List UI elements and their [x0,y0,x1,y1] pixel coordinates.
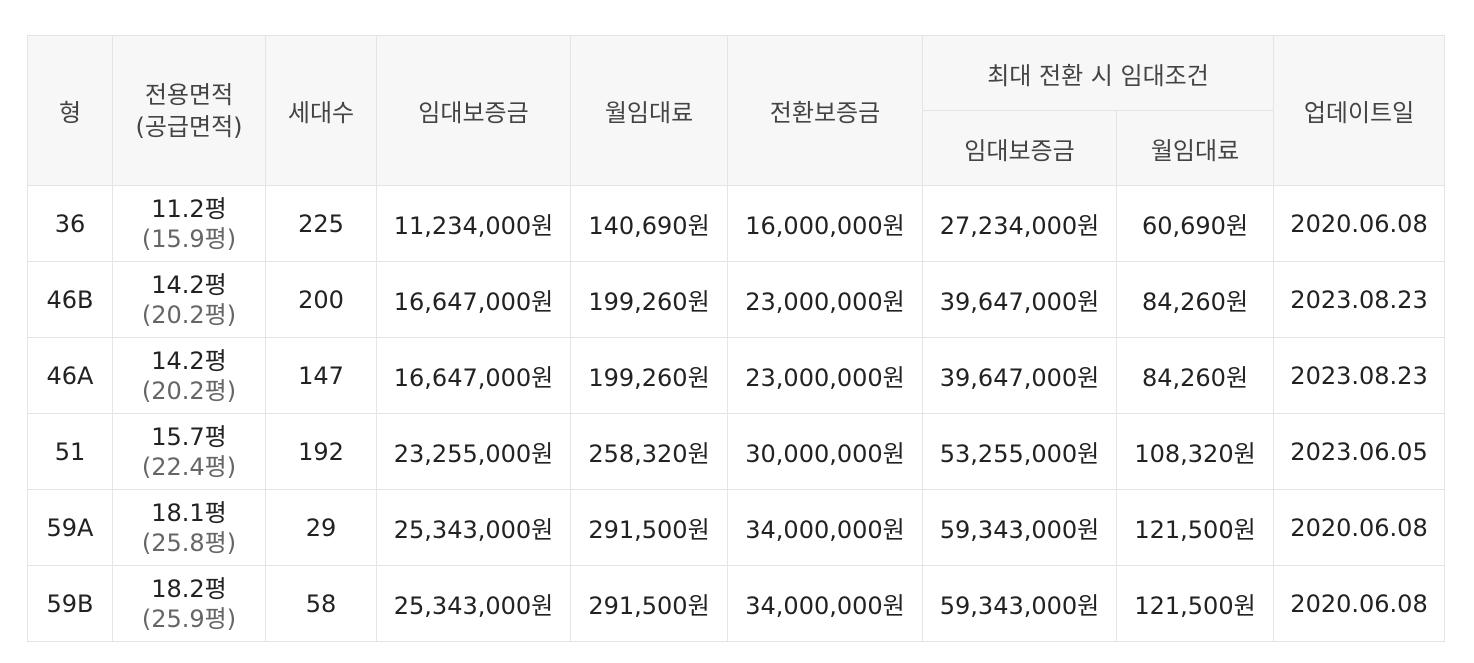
cell-area: 18.2평 (25.9평) [112,565,266,642]
cell-max-deposit: 59,343,000원 [922,489,1117,566]
cell-area-exclusive: 11.2평 [151,194,227,223]
cell-households: 29 [265,489,377,566]
cell-conversion-deposit: 34,000,000원 [727,565,923,642]
cell-households: 58 [265,565,377,642]
header-conversion-deposit: 전환보증금 [727,35,923,186]
cell-deposit: 25,343,000원 [376,489,571,566]
table-row: 46B 14.2평 (20.2평) 200 16,647,000원 199,26… [27,261,1446,338]
table-row: 59A 18.1평 (25.8평) 29 25,343,000원 291,500… [27,489,1446,566]
cell-households: 147 [265,337,377,414]
cell-conversion-deposit: 34,000,000원 [727,489,923,566]
cell-area-supply: (22.4평) [141,452,237,481]
cell-type: 46A [27,337,113,414]
cell-monthly-rent: 291,500원 [570,565,728,642]
cell-monthly-rent: 199,260원 [570,337,728,414]
cell-monthly-rent: 258,320원 [570,413,728,490]
cell-households: 200 [265,261,377,338]
cell-type: 59A [27,489,113,566]
table-row: 46A 14.2평 (20.2평) 147 16,647,000원 199,26… [27,337,1446,414]
header-deposit: 임대보증금 [376,35,571,186]
cell-updated: 2023.08.23 [1273,337,1446,414]
cell-updated: 2023.08.23 [1273,261,1446,338]
cell-area-exclusive: 15.7평 [151,422,227,451]
cell-deposit: 11,234,000원 [376,185,571,262]
header-updated: 업데이트일 [1273,35,1446,186]
cell-area-exclusive: 18.1평 [151,498,227,527]
cell-type: 46B [27,261,113,338]
cell-area: 14.2평 (20.2평) [112,337,266,414]
cell-area-exclusive: 18.2평 [151,574,227,603]
cell-max-deposit: 59,343,000원 [922,565,1117,642]
table-header: 형 전용면적 (공급면적) 세대수 임대보증금 월임대료 전환보증금 최대 전환… [27,35,1446,186]
cell-area-supply: (25.9평) [141,604,237,633]
cell-deposit: 16,647,000원 [376,337,571,414]
cell-area-supply: (15.9평) [141,224,237,253]
cell-max-monthly-rent: 108,320원 [1115,413,1275,490]
cell-area-exclusive: 14.2평 [151,270,227,299]
cell-area-supply: (20.2평) [141,376,237,405]
cell-max-deposit: 39,647,000원 [922,261,1117,338]
header-max-monthly-rent: 월임대료 [1115,110,1275,186]
table-row: 59B 18.2평 (25.9평) 58 25,343,000원 291,500… [27,565,1446,642]
table-row: 51 15.7평 (22.4평) 192 23,255,000원 258,320… [27,413,1446,490]
cell-max-monthly-rent: 60,690원 [1115,185,1275,262]
cell-conversion-deposit: 16,000,000원 [727,185,923,262]
cell-area: 14.2평 (20.2평) [112,261,266,338]
header-max-conversion-group: 최대 전환 시 임대조건 [921,35,1275,111]
cell-updated: 2020.06.08 [1273,565,1446,642]
cell-households: 192 [265,413,377,490]
cell-max-deposit: 53,255,000원 [922,413,1117,490]
cell-max-monthly-rent: 121,500원 [1115,489,1275,566]
cell-max-monthly-rent: 84,260원 [1115,261,1275,338]
cell-deposit: 25,343,000원 [376,565,571,642]
cell-conversion-deposit: 23,000,000원 [727,261,923,338]
header-households: 세대수 [265,35,377,186]
cell-monthly-rent: 140,690원 [570,185,728,262]
cell-area-supply: (20.2평) [141,300,237,329]
cell-deposit: 23,255,000원 [376,413,571,490]
header-type: 형 [27,35,113,186]
cell-area: 15.7평 (22.4평) [112,413,266,490]
header-area-line2: (공급면적) [135,112,243,141]
cell-deposit: 16,647,000원 [376,261,571,338]
table-row: 36 11.2평 (15.9평) 225 11,234,000원 140,690… [27,185,1446,262]
header-area-line1: 전용면적 [144,80,234,109]
header-area: 전용면적 (공급면적) [112,35,266,186]
cell-type: 51 [27,413,113,490]
cell-area: 11.2평 (15.9평) [112,185,266,262]
cell-max-deposit: 27,234,000원 [922,185,1117,262]
cell-max-deposit: 39,647,000원 [922,337,1117,414]
cell-conversion-deposit: 30,000,000원 [727,413,923,490]
cell-type: 59B [27,565,113,642]
cell-type: 36 [27,185,113,262]
table-body: 36 11.2평 (15.9평) 225 11,234,000원 140,690… [27,185,1446,642]
cell-area-exclusive: 14.2평 [151,346,227,375]
cell-max-monthly-rent: 84,260원 [1115,337,1275,414]
cell-updated: 2020.06.08 [1273,489,1446,566]
cell-conversion-deposit: 23,000,000원 [727,337,923,414]
cell-area: 18.1평 (25.8평) [112,489,266,566]
cell-area-supply: (25.8평) [141,528,237,557]
cell-monthly-rent: 291,500원 [570,489,728,566]
cell-updated: 2023.06.05 [1273,413,1446,490]
cell-monthly-rent: 199,260원 [570,261,728,338]
cell-max-monthly-rent: 121,500원 [1115,565,1275,642]
cell-updated: 2020.06.08 [1273,185,1446,262]
cell-households: 225 [265,185,377,262]
header-monthly-rent: 월임대료 [570,35,728,186]
header-max-deposit: 임대보증금 [922,110,1117,186]
rent-table: 형 전용면적 (공급면적) 세대수 임대보증금 월임대료 전환보증금 최대 전환… [27,35,1446,642]
